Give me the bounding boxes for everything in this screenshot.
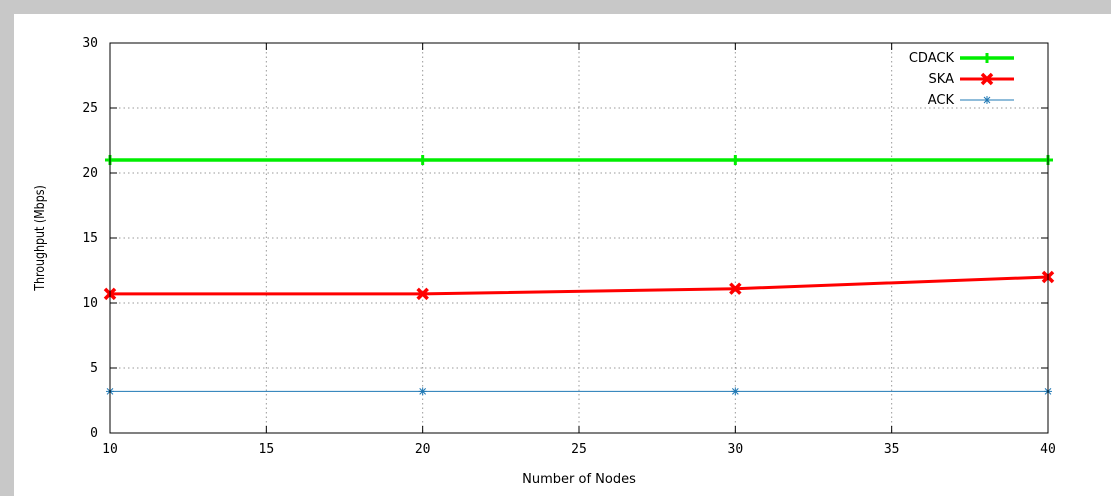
data-point-ack <box>731 387 740 396</box>
y-tick-label: 30 <box>82 36 98 51</box>
data-point-ska <box>416 287 429 301</box>
tick-layer: 10 15 20 25 30 35 40 0 5 10 15 20 25 30 <box>82 36 1055 457</box>
x-tick-label: 40 <box>1040 442 1056 457</box>
x-tick-label: 15 <box>259 442 275 457</box>
legend-marker-cdack <box>982 53 992 63</box>
series-ska <box>103 270 1055 301</box>
legend-label-ska: SKA <box>929 72 955 87</box>
x-axis-title: Number of Nodes <box>522 472 636 487</box>
legend-label-cdack: CDACK <box>909 51 955 66</box>
x-tick-label: 10 <box>102 442 118 457</box>
y-tick-label: 0 <box>90 426 98 441</box>
x-tick-label: 25 <box>571 442 587 457</box>
legend: CDACK SKA ACK <box>909 51 1014 108</box>
y-tick-label: 5 <box>90 361 98 376</box>
throughput-chart: 10 15 20 25 30 35 40 0 5 10 15 20 25 30 Number of Nod… <box>32 36 1056 487</box>
y-tick-label: 15 <box>82 231 98 246</box>
y-tick-label: 25 <box>82 101 98 116</box>
chart-frame: 10 15 20 25 30 35 40 0 5 10 15 20 25 30 Number of Nod… <box>14 14 1111 496</box>
x-tick-label: 35 <box>884 442 900 457</box>
x-tick-label: 30 <box>728 442 744 457</box>
y-axis-title: Throughput (Mbps) <box>32 185 47 291</box>
data-point-cdack <box>417 155 428 165</box>
y-tick-label: 20 <box>82 166 98 181</box>
legend-marker-ack <box>983 96 991 104</box>
y-tick-label: 10 <box>82 296 98 311</box>
grid <box>110 43 1048 433</box>
legend-label-ack: ACK <box>928 93 955 108</box>
data-point-ack <box>418 387 427 396</box>
series-line-ska <box>110 275 1049 296</box>
data-point-cdack <box>730 155 741 165</box>
data-point-ska <box>729 282 742 295</box>
x-tick-label: 20 <box>415 442 431 457</box>
legend-marker-ska <box>980 72 994 86</box>
